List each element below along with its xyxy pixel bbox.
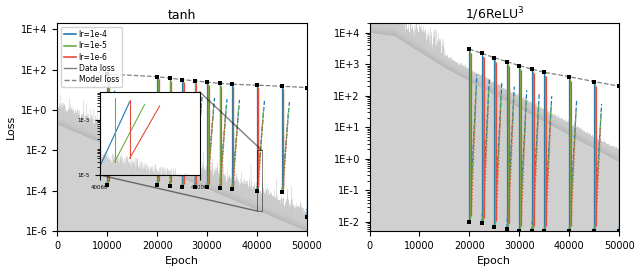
Point [614,229,624,233]
Point [464,47,474,51]
Point [502,227,512,231]
Point [189,79,200,83]
Point [564,229,574,233]
Point [539,229,549,233]
Point [477,51,487,55]
Point [152,75,163,79]
Point [276,84,287,88]
Point [502,60,512,64]
Point [489,224,499,229]
Point [589,229,599,233]
Point [202,80,212,84]
X-axis label: Epoch: Epoch [477,256,511,267]
Point [164,183,175,188]
Point [514,229,524,233]
Point [489,55,499,60]
Point [464,220,474,224]
Point [614,84,624,88]
Point [564,75,574,79]
Title: tanh: tanh [168,9,196,22]
Point [189,185,200,189]
Point [214,81,225,85]
X-axis label: Epoch: Epoch [165,256,199,267]
Bar [257,150,262,211]
Point [514,63,524,68]
Point [177,78,188,82]
Point [214,186,225,191]
Point [164,76,175,80]
Point [252,83,262,87]
Point [102,72,113,76]
Title: 1/6ReLU$^3$: 1/6ReLU$^3$ [465,5,524,23]
Point [301,215,312,219]
Point [152,183,163,187]
Legend: lr=1e-4, lr=1e-5, lr=1e-6, Data loss, Model loss: lr=1e-4, lr=1e-5, lr=1e-6, Data loss, Mo… [61,27,122,87]
Point [227,187,237,191]
Y-axis label: Loss: Loss [6,115,15,139]
Point [252,188,262,193]
Point [527,67,537,71]
Point [202,185,212,189]
Point [589,79,599,84]
Point [539,70,549,75]
Point [477,221,487,225]
Point [102,183,113,187]
Point [301,85,312,90]
Point [276,190,287,194]
Point [177,185,188,189]
Point [227,82,237,86]
Point [527,229,537,233]
